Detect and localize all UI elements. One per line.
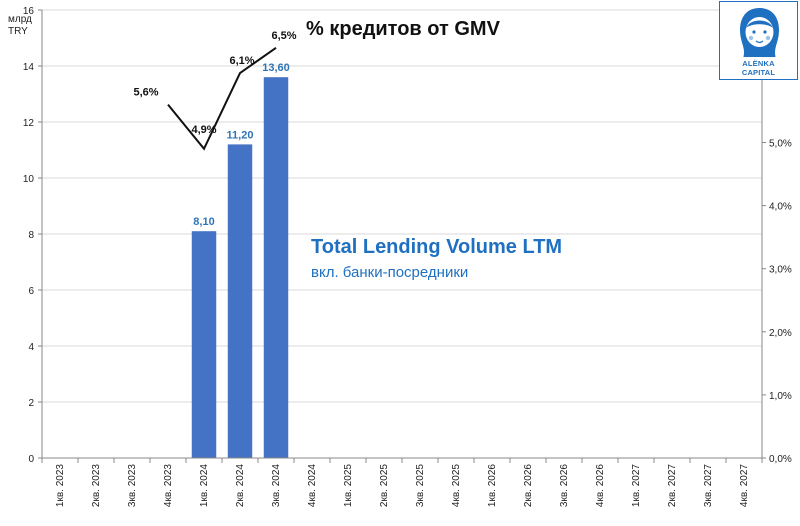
left-tick-label: 16 (23, 6, 35, 17)
line-series-title: % кредитов от GMV (306, 18, 500, 40)
left-tick-label: 0 (28, 454, 34, 465)
x-tick-label: 1кв. 2025 (343, 464, 354, 507)
right-tick-label: 1,0% (769, 391, 792, 402)
alenka-capital-logo: ALËNKA CAPITAL (719, 1, 798, 80)
left-tick-label: 4 (28, 342, 34, 353)
bar (191, 231, 217, 458)
x-tick-label: 1кв. 2023 (55, 464, 66, 507)
left-tick-label: 12 (23, 118, 35, 129)
gridlines (42, 9, 762, 459)
bar-value-label: 8,10 (193, 216, 214, 228)
bar-labels: 8,10 11,20 13,60 (193, 62, 289, 228)
line-point-label: 6,5% (271, 30, 296, 42)
right-tick-label: 0,0% (769, 454, 792, 465)
axes (41, 10, 763, 459)
bar (227, 144, 253, 458)
bars (191, 77, 289, 458)
x-tick-label: 3кв. 2026 (559, 464, 570, 507)
right-axis-ticks: 0,0% 1,0% 2,0% 3,0% 4,0% 5,0% (762, 139, 792, 465)
annotation-title: Total Lending Volume LTM (311, 236, 563, 258)
x-tick-label: 3кв. 2027 (703, 464, 714, 507)
line-labels: 5,6% 4,9% 6,1% 6,5% (133, 30, 296, 136)
x-tick-label: 1кв. 2024 (199, 464, 210, 507)
left-tick-label: 14 (23, 62, 35, 73)
line-series (167, 47, 277, 151)
right-tick-label: 4,0% (769, 202, 792, 213)
bar-value-label: 13,60 (262, 62, 290, 74)
x-axis-ticks: 1кв. 2023 2кв. 2023 3кв. 2023 4кв. 2023 1кв.… (41, 458, 763, 507)
x-tick-label: 3кв. 2024 (271, 464, 282, 507)
right-tick-label: 2,0% (769, 328, 792, 339)
left-tick-label: 8 (28, 230, 34, 241)
bar-value-label: 11,20 (227, 129, 254, 141)
left-tick-label: 10 (23, 174, 35, 185)
x-tick-label: 4кв. 2026 (595, 464, 606, 507)
x-tick-label: 4кв. 2023 (163, 464, 174, 507)
x-tick-label: 1кв. 2026 (487, 464, 498, 507)
x-tick-label: 4кв. 2027 (739, 464, 750, 507)
x-tick-label: 4кв. 2025 (451, 464, 462, 507)
x-tick-label: 2кв. 2023 (91, 464, 102, 507)
left-axis-unit-label: млрд TRY (8, 14, 32, 37)
left-tick-label: 2 (28, 398, 34, 409)
logo-text-line1: ALËNKA (742, 59, 775, 68)
matryoshka-icon (730, 8, 789, 77)
right-tick-label: 5,0% (769, 139, 792, 150)
x-tick-label: 4кв. 2024 (307, 464, 318, 507)
x-tick-label: 1кв. 2027 (631, 464, 642, 507)
left-tick-label: 6 (28, 286, 34, 297)
right-tick-label: 3,0% (769, 265, 792, 276)
gmv-share-line (167, 47, 277, 151)
annotation-subtitle: вкл. банки-посредники (311, 264, 469, 281)
line-point-label: 5,6% (133, 87, 158, 99)
x-tick-label: 2кв. 2026 (523, 464, 534, 507)
bar (263, 77, 289, 458)
x-tick-label: 2кв. 2024 (235, 464, 246, 507)
x-tick-label: 2кв. 2027 (667, 464, 678, 507)
x-tick-label: 3кв. 2025 (415, 464, 426, 507)
logo-text-line2: CAPITAL (741, 68, 776, 77)
line-point-label: 4,9% (191, 124, 216, 136)
line-point-label: 6,1% (229, 55, 254, 67)
x-tick-label: 3кв. 2023 (127, 464, 138, 507)
left-axis-ticks: 0 2 4 6 8 10 12 14 16 (23, 6, 42, 465)
x-tick-label: 2кв. 2025 (379, 464, 390, 507)
